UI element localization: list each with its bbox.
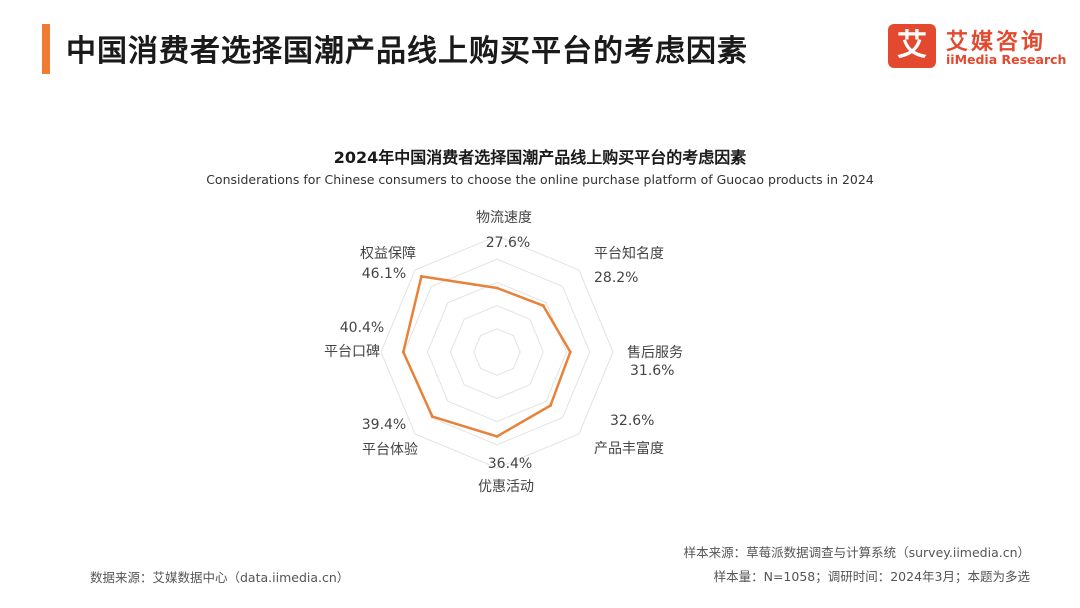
data-source-note: 数据来源：艾媒数据中心（data.iimedia.cn）: [90, 570, 350, 585]
axis-label: 权益保障: [360, 246, 416, 262]
sample-source-note: 样本来源：草莓派数据调查与计算系统（survey.iimedia.cn）: [683, 545, 1030, 560]
radar-grid: [380, 235, 614, 469]
data-point: [430, 415, 434, 419]
value-label: 27.6%: [486, 235, 530, 251]
data-point: [419, 274, 423, 278]
value-label: 32.6%: [610, 413, 654, 429]
grid-ring: [426, 281, 568, 423]
logo-name-cn: 艾媒咨询: [946, 30, 1047, 55]
chart-title: 2024年中国消费者选择国潮产品线上购买平台的考虑因素: [333, 148, 747, 167]
axis-label: 物流速度: [476, 210, 532, 226]
logo-mark-icon: 艾: [888, 24, 936, 68]
axis-label: 平台体验: [362, 442, 418, 458]
chart-subtitle: Considerations for Chinese consumers to …: [206, 172, 874, 187]
axis-label: 售后服务: [627, 345, 683, 361]
axis-label: 平台口碑: [324, 344, 380, 360]
radar-series: [401, 274, 572, 438]
iimedia-logo: 艾 艾媒咨询 iiMedia Research: [888, 24, 1068, 72]
value-label: 40.4%: [340, 320, 384, 336]
data-point: [495, 434, 499, 438]
grid-ring: [380, 235, 614, 469]
grid-ring: [450, 305, 544, 399]
value-label: 39.4%: [362, 417, 406, 433]
value-label: 31.6%: [630, 363, 674, 379]
title-accent-bar: [42, 24, 50, 74]
page-title: 中国消费者选择国潮产品线上购买平台的考虑因素: [66, 34, 748, 69]
logo-name-en: iiMedia Research: [946, 52, 1067, 67]
value-label: 28.2%: [594, 270, 638, 286]
data-point: [495, 286, 499, 290]
data-point: [568, 350, 572, 354]
data-point: [549, 404, 552, 407]
grid-ring: [403, 258, 591, 446]
axis-label: 优惠活动: [478, 479, 534, 495]
value-label: 36.4%: [488, 456, 532, 472]
value-label: 46.1%: [362, 266, 406, 282]
data-point: [401, 350, 405, 354]
radar-labels: 物流速度 27.6% 平台知名度 28.2% 售后服务 31.6% 产品丰富度 32.6% 优惠…: [324, 210, 683, 495]
sample-info-note: 样本量：N=1058；调研时间：2024年3月；本题为多选: [713, 569, 1030, 584]
series-line: [402, 275, 572, 438]
axis-label: 平台知名度: [594, 245, 664, 262]
data-point: [541, 304, 545, 308]
axis-label: 产品丰富度: [594, 440, 664, 457]
grid-ring: [473, 328, 521, 376]
